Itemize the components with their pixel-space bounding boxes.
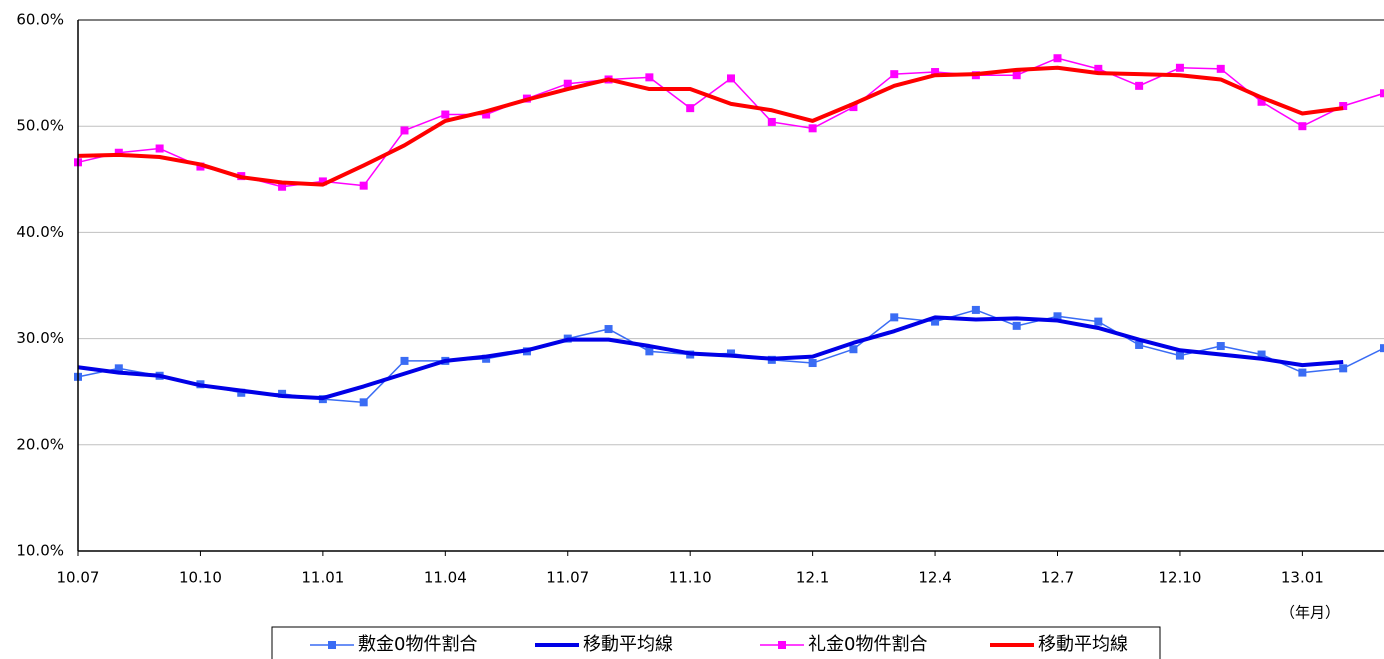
data-point bbox=[482, 110, 491, 119]
data-point bbox=[1298, 368, 1307, 377]
series-line bbox=[77, 315, 1344, 401]
data-point bbox=[1216, 64, 1225, 73]
x-tick-label: 12.7 bbox=[1041, 569, 1074, 587]
data-point bbox=[237, 388, 246, 397]
data-point bbox=[971, 305, 980, 314]
data-point bbox=[1298, 122, 1307, 131]
series-line bbox=[77, 65, 1344, 187]
legend-label: 移動平均線 bbox=[583, 634, 673, 655]
legend-label: 礼金0物件割合 bbox=[808, 634, 927, 655]
data-point bbox=[727, 74, 735, 83]
data-point bbox=[727, 349, 735, 358]
y-tick-label: 40.0% bbox=[16, 223, 64, 241]
data-point bbox=[645, 73, 654, 82]
x-tick-label: 12.10 bbox=[1158, 569, 1201, 587]
y-tick-label: 60.0% bbox=[16, 11, 64, 29]
data-point bbox=[1257, 97, 1266, 106]
data-point bbox=[890, 313, 899, 322]
legend-marker bbox=[778, 641, 786, 649]
data-point bbox=[1257, 350, 1266, 359]
x-tick-label: 12.4 bbox=[918, 569, 951, 587]
x-tick-label: 11.07 bbox=[546, 569, 589, 587]
data-point bbox=[1339, 364, 1348, 373]
data-point bbox=[767, 117, 776, 126]
x-tick-label: 11.10 bbox=[669, 569, 712, 587]
data-point bbox=[849, 103, 858, 112]
data-point bbox=[1135, 340, 1144, 349]
data-point bbox=[114, 364, 123, 373]
data-point bbox=[441, 110, 450, 119]
legend-label: 移動平均線 bbox=[1038, 634, 1128, 655]
data-point bbox=[196, 162, 205, 171]
data-point bbox=[318, 177, 327, 186]
data-point bbox=[808, 359, 817, 368]
data-point bbox=[1175, 351, 1184, 360]
data-point bbox=[278, 389, 287, 398]
x-tick-label: 11.01 bbox=[301, 569, 344, 587]
x-tick-label: 12.1 bbox=[796, 569, 829, 587]
legend-marker bbox=[328, 641, 336, 649]
data-point bbox=[1094, 317, 1103, 326]
data-point bbox=[359, 398, 368, 407]
x-axis-label: （年月） bbox=[1280, 604, 1340, 622]
data-point bbox=[1053, 312, 1062, 321]
data-point bbox=[155, 144, 164, 153]
data-point bbox=[931, 68, 940, 77]
x-tick-label: 13.01 bbox=[1281, 569, 1324, 587]
data-point bbox=[114, 148, 123, 157]
data-point bbox=[1175, 63, 1184, 72]
y-tick-label: 50.0% bbox=[16, 117, 64, 135]
y-tick-label: 30.0% bbox=[16, 329, 64, 347]
data-point bbox=[808, 124, 817, 133]
data-point bbox=[1135, 81, 1144, 90]
data-point bbox=[563, 79, 572, 88]
data-point bbox=[482, 354, 491, 363]
data-point bbox=[890, 70, 899, 79]
legend: 敷金0物件割合 移動平均線 礼金0物件割合 移動平均線 bbox=[310, 634, 1128, 655]
data-point bbox=[604, 325, 613, 334]
data-point bbox=[931, 317, 940, 326]
data-point bbox=[1094, 64, 1103, 73]
data-point bbox=[1380, 344, 1384, 353]
y-tick-label: 20.0% bbox=[16, 435, 64, 453]
data-point bbox=[400, 356, 409, 365]
data-point bbox=[1216, 342, 1225, 351]
data-point bbox=[359, 181, 368, 190]
data-point bbox=[1012, 321, 1021, 330]
data-point bbox=[849, 345, 858, 354]
data-point bbox=[400, 126, 409, 135]
axes: 10.0% 20.0% 30.0% 40.0% 50.0% 60.0% 10.07 10.10… bbox=[16, 11, 1384, 587]
data-point bbox=[1053, 54, 1062, 63]
y-tick-label: 10.0% bbox=[16, 542, 64, 560]
data-point bbox=[1380, 89, 1384, 98]
data-point bbox=[645, 347, 654, 356]
legend-label: 敷金0物件割合 bbox=[358, 634, 477, 655]
grid bbox=[78, 19, 1384, 552]
x-tick-label: 10.07 bbox=[57, 569, 100, 587]
plot-area bbox=[74, 54, 1384, 407]
data-point bbox=[686, 104, 695, 113]
data-point bbox=[278, 182, 287, 191]
x-tick-label: 11.04 bbox=[424, 569, 467, 587]
data-point bbox=[1012, 71, 1021, 80]
x-tick-label: 10.10 bbox=[179, 569, 222, 587]
data-point bbox=[1339, 102, 1348, 111]
